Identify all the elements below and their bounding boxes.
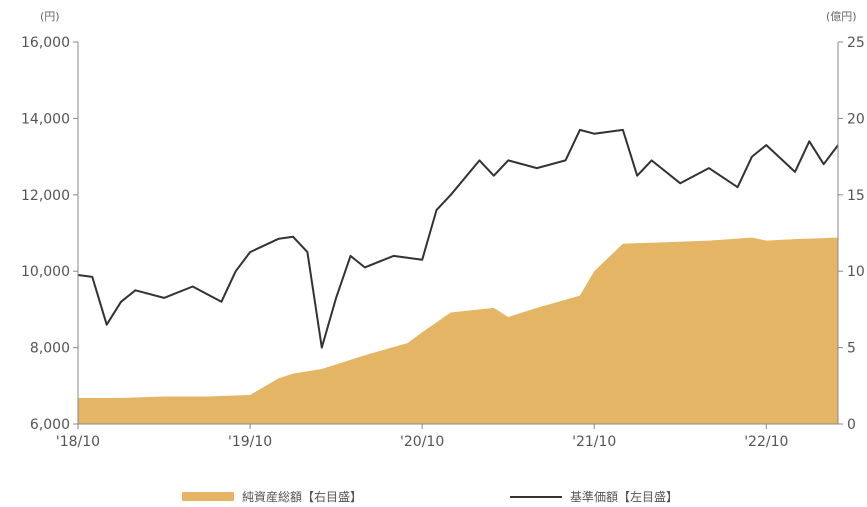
x-tick-label: '20/10 — [400, 434, 444, 450]
x-axis-ticks: '18/10 '19/10 '20/10 '21/10 '22/10 — [56, 424, 788, 450]
x-tick-label: '19/10 — [228, 434, 272, 450]
legend-swatch-area — [182, 492, 234, 501]
net-assets-area — [78, 237, 838, 424]
left-tick-label: 16,000 — [21, 35, 70, 51]
legend-swatch-line — [510, 495, 562, 498]
right-tick-label: 20 — [847, 111, 865, 127]
right-axis-unit: (億円) — [826, 10, 857, 23]
x-tick-label: '18/10 — [56, 434, 100, 450]
left-tick-label: 12,000 — [21, 188, 70, 204]
x-tick-label: '22/10 — [744, 434, 788, 450]
nav-line — [77, 128, 839, 349]
left-axis-unit: (円) — [40, 10, 60, 23]
nav-line-series — [77, 128, 839, 349]
legend: 純資産総額【右目盛】 基準価額【左目盛】 — [0, 484, 867, 506]
left-tick-label: 6,000 — [30, 417, 70, 433]
legend-item-nav: 基準価額【左目盛】 — [510, 488, 678, 505]
right-tick-label: 5 — [847, 341, 856, 357]
right-axis-ticks: 0 5 10 15 20 25 — [838, 35, 865, 433]
x-tick-label: '21/10 — [572, 434, 616, 450]
legend-item-net-assets: 純資産総額【右目盛】 — [182, 488, 362, 505]
net-assets-area-series — [78, 237, 838, 424]
left-tick-label: 10,000 — [21, 264, 70, 280]
left-tick-label: 14,000 — [21, 111, 70, 127]
legend-label-net-assets: 純資産総額【右目盛】 — [242, 490, 363, 504]
right-tick-label: 10 — [847, 264, 865, 280]
left-tick-label: 8,000 — [30, 341, 70, 357]
legend-label-nav: 基準価額【左目盛】 — [570, 490, 679, 504]
right-tick-label: 15 — [847, 188, 865, 204]
right-tick-label: 25 — [847, 35, 865, 51]
right-tick-label: 0 — [847, 417, 856, 433]
left-axis-ticks: 6,000 8,000 10,000 12,000 14,000 16,000 — [21, 35, 78, 433]
